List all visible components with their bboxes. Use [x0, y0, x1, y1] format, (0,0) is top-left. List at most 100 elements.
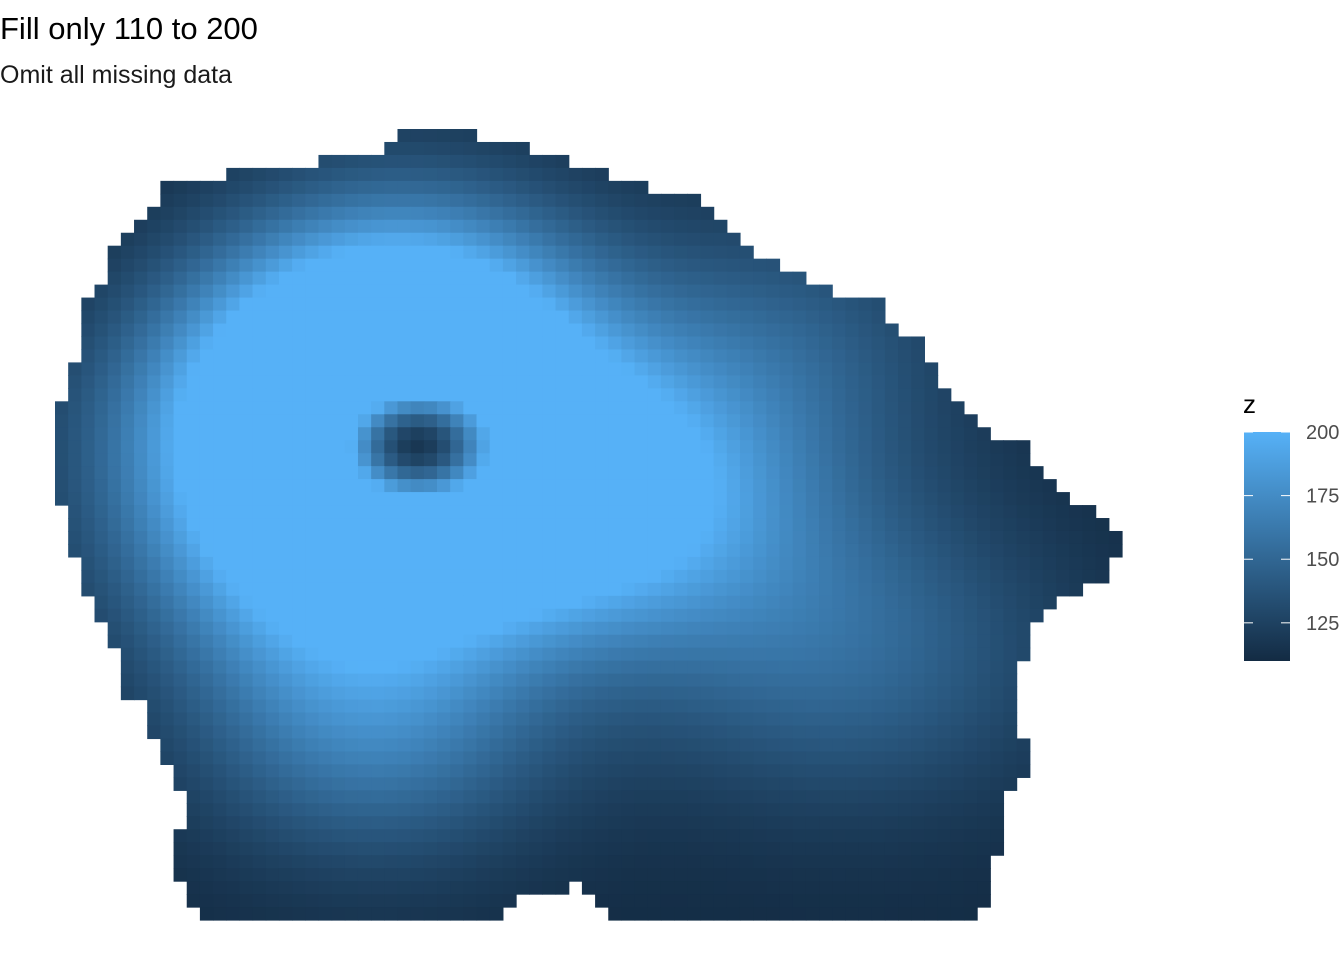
heatmap-cell	[384, 803, 399, 817]
heatmap-cell	[898, 349, 912, 364]
heatmap-cell	[819, 608, 833, 623]
heatmap-cell	[950, 479, 965, 493]
heatmap-cell	[924, 543, 939, 558]
heatmap-cell	[160, 751, 175, 765]
heatmap-cell	[779, 362, 794, 376]
heatmap-cell	[463, 193, 478, 208]
heatmap-cell	[463, 180, 478, 195]
heatmap-cell	[489, 673, 504, 688]
heatmap-cell	[502, 829, 517, 843]
heatmap-cell	[937, 479, 952, 493]
heatmap-cell	[147, 453, 161, 467]
heatmap-cell	[437, 336, 451, 351]
heatmap-cell	[331, 193, 346, 208]
heatmap-cell	[845, 777, 860, 791]
legend-title: z	[1243, 389, 1256, 419]
heatmap-cell	[898, 725, 912, 740]
heatmap-cell	[608, 180, 623, 195]
heatmap-cell	[542, 414, 557, 428]
heatmap-cell	[147, 660, 161, 675]
heatmap-cell	[700, 738, 715, 753]
heatmap-cell	[660, 582, 675, 597]
heatmap-cell	[226, 725, 241, 740]
heatmap-cell	[489, 738, 504, 753]
heatmap-cell	[766, 595, 781, 610]
heatmap-cell	[213, 284, 227, 299]
heatmap-cell	[384, 232, 399, 247]
heatmap-cell	[502, 297, 517, 312]
heatmap-cell	[331, 336, 346, 351]
heatmap-cell	[542, 518, 557, 532]
heatmap-cell	[542, 245, 557, 260]
heatmap-cell	[1003, 479, 1018, 493]
heatmap-cell	[1108, 543, 1123, 558]
heatmap-cell	[1016, 466, 1031, 480]
heatmap-cell	[898, 608, 912, 623]
heatmap-cell	[371, 310, 385, 325]
heatmap-cell	[252, 167, 267, 182]
heatmap-cell	[647, 466, 662, 480]
heatmap-cell	[542, 881, 557, 895]
heatmap-cell	[278, 414, 293, 428]
heatmap-cell	[357, 699, 372, 714]
heatmap-cell	[160, 673, 175, 688]
heatmap-cell	[687, 518, 702, 532]
heatmap-cell	[739, 569, 754, 584]
heatmap-cell	[660, 297, 675, 312]
heatmap-cell	[542, 206, 557, 221]
heatmap-cell	[660, 907, 675, 921]
heatmap-cell	[963, 569, 978, 584]
heatmap-cell	[489, 193, 504, 208]
heatmap-cell	[581, 219, 596, 234]
heatmap-cell	[516, 388, 530, 402]
heatmap-cell	[292, 764, 306, 778]
heatmap-cell	[621, 660, 636, 675]
heatmap-cell	[924, 816, 939, 830]
heatmap-cell	[502, 258, 517, 273]
heatmap-cell	[608, 712, 623, 727]
heatmap-cell	[357, 349, 372, 364]
heatmap-cell	[305, 271, 320, 286]
heatmap-cell	[634, 582, 649, 597]
heatmap-cell	[186, 647, 201, 662]
heatmap-cell	[371, 375, 385, 389]
heatmap-cell	[160, 725, 175, 740]
heatmap-cell	[94, 543, 109, 558]
heatmap-cell	[239, 518, 254, 532]
heatmap-cell	[568, 686, 583, 701]
chart-title: Fill only 110 to 200	[0, 11, 258, 46]
heatmap-cell	[199, 699, 214, 714]
heatmap-cell	[199, 868, 214, 882]
heatmap-cell	[278, 816, 293, 830]
heatmap-cell	[252, 907, 267, 921]
heatmap-cell	[173, 388, 188, 402]
heatmap-cell	[94, 479, 109, 493]
heatmap-cell	[950, 556, 965, 571]
heatmap-cell	[581, 608, 596, 623]
heatmap-cell	[410, 699, 425, 714]
heatmap-cell	[898, 816, 912, 830]
heatmap-cell	[437, 764, 451, 778]
heatmap-cell	[753, 673, 767, 688]
heatmap-cell	[476, 141, 491, 156]
heatmap-cell	[542, 193, 557, 208]
heatmap-cell	[608, 647, 623, 662]
heatmap-cell	[779, 738, 794, 753]
heatmap-cell	[871, 310, 886, 325]
heatmap-cell	[81, 569, 96, 584]
heatmap-cell	[621, 595, 636, 610]
heatmap-cell	[529, 790, 543, 804]
heatmap-cell	[437, 323, 451, 338]
heatmap-cell	[344, 167, 359, 182]
heatmap-cell	[463, 453, 478, 467]
heatmap-cell	[911, 362, 925, 376]
heatmap-cell	[344, 595, 359, 610]
heatmap-cell	[226, 738, 241, 753]
heatmap-cell	[476, 790, 491, 804]
heatmap-cell	[199, 608, 214, 623]
heatmap-cell	[660, 790, 675, 804]
heatmap-cell	[94, 388, 109, 402]
heatmap-cell	[726, 764, 741, 778]
heatmap-cell	[357, 492, 372, 506]
heatmap-cell	[423, 466, 438, 480]
